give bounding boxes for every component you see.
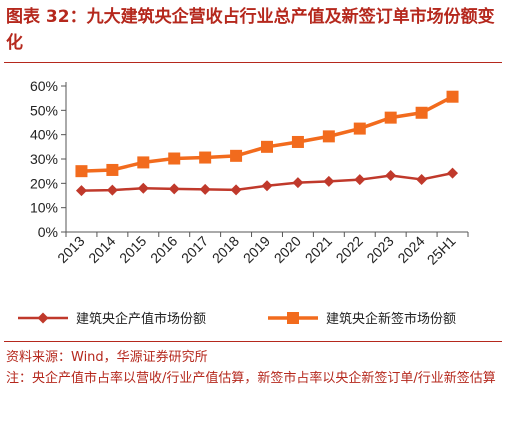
- x-tick-label: 2013: [54, 233, 87, 266]
- y-tick-label: 50%: [30, 102, 58, 118]
- title-divider: [4, 62, 502, 63]
- footer-divider: [4, 341, 502, 342]
- data-point: [353, 122, 366, 135]
- data-point: [75, 165, 88, 178]
- legend-label: 建筑央企新签市场份额: [326, 311, 456, 327]
- data-point: [446, 90, 459, 103]
- x-tick-label: 2019: [240, 233, 273, 266]
- x-axis: 2013201420152016201720182019202020212022…: [54, 231, 469, 268]
- data-point: [384, 111, 397, 124]
- data-point: [199, 183, 211, 195]
- y-axis: 0% 10% 20% 30% 40% 50% 60%: [30, 78, 67, 240]
- data-point: [261, 140, 273, 153]
- data-point: [230, 184, 242, 196]
- legend-label: 建筑央企产值市场份额: [76, 311, 206, 327]
- series-2: [75, 90, 459, 178]
- data-point: [287, 312, 299, 324]
- data-point: [168, 183, 180, 195]
- data-point: [230, 149, 243, 162]
- data-point: [137, 182, 149, 194]
- y-tick-label: 60%: [30, 78, 58, 94]
- data-point: [322, 130, 335, 143]
- data-point: [106, 163, 119, 176]
- x-tick-label: 2016: [147, 233, 180, 266]
- y-tick-label: 10%: [30, 200, 58, 216]
- series-1: [75, 167, 459, 197]
- line-chart: 0%10%20%30%40%50%60% 2013201420152016201…: [18, 78, 469, 327]
- x-tick-label: 2021: [302, 233, 335, 266]
- y-tick-label: 20%: [30, 175, 58, 191]
- y-tick-label: 0%: [38, 224, 58, 240]
- data-point: [168, 152, 181, 165]
- x-tick-label: 2017: [178, 233, 211, 266]
- data-point: [354, 174, 366, 186]
- data-point: [261, 180, 273, 192]
- data-point: [75, 185, 87, 197]
- data-point: [415, 106, 428, 119]
- x-tick-label: 2018: [209, 233, 242, 266]
- source-text: 资料来源：Wind，华源证券研究所: [6, 350, 208, 365]
- data-point: [37, 312, 49, 324]
- data-point: [385, 170, 397, 182]
- x-tick-label: 2014: [85, 233, 118, 266]
- y-tick-label: 30%: [30, 151, 58, 167]
- data-point: [323, 175, 335, 187]
- data-point: [106, 184, 118, 196]
- data-point: [199, 151, 212, 164]
- legend: 建筑央企产值市场份额 建筑央企新签市场份额: [18, 311, 456, 327]
- y-tick-label: 40%: [30, 127, 58, 143]
- legend-item-2: 建筑央企新签市场份额: [268, 311, 456, 327]
- series-layer: [75, 90, 459, 197]
- series-line: [81, 95, 454, 173]
- chart-title: 图表 32：九大建筑央企营收占行业总产值及新签订单市场份额变化: [6, 7, 495, 53]
- data-point: [291, 135, 304, 148]
- legend-item-1: 建筑央企产值市场份额: [18, 311, 206, 327]
- x-tick-label: 2015: [116, 233, 149, 266]
- x-tick-label: 2024: [394, 233, 427, 266]
- data-point: [416, 173, 428, 185]
- x-tick-label: 2022: [333, 233, 366, 266]
- data-point: [137, 156, 150, 169]
- x-tick-label: 2020: [271, 233, 304, 266]
- data-point: [292, 177, 304, 189]
- note-text: 注：央企产值市占率以营收/行业产值估算，新签市占率以央企新签订单/行业新签估算: [6, 371, 496, 386]
- x-tick-label: 2023: [363, 233, 396, 266]
- data-point: [447, 167, 459, 179]
- x-tick-label: 25H1: [424, 233, 459, 268]
